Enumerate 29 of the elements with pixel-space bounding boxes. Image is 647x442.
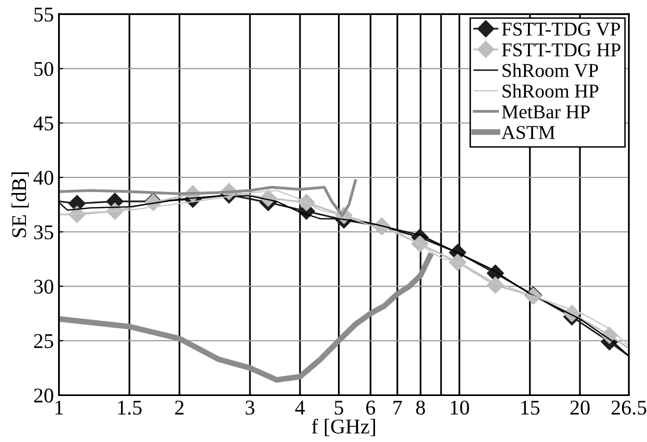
x-tick-label: 15 bbox=[521, 400, 540, 415]
y-tick-label: 35 bbox=[34, 225, 54, 240]
y-tick-label: 45 bbox=[34, 116, 54, 130]
y-axis-title: SE [dB] bbox=[12, 172, 29, 238]
x-tick-label: 1.5 bbox=[118, 400, 142, 415]
x-tick-label: 4 bbox=[295, 400, 305, 414]
x-tick-label: 1 bbox=[56, 400, 63, 414]
y-tick-label: 20 bbox=[34, 388, 54, 403]
y-tick-label: 25 bbox=[34, 334, 54, 348]
x-tick-label: 6 bbox=[366, 400, 376, 415]
legend-label: ShRoom HP bbox=[502, 84, 598, 98]
legend-label: FSTT-TDG HP bbox=[502, 43, 620, 56]
x-tick-label: 2 bbox=[175, 400, 184, 414]
y-tick-label: 40 bbox=[34, 170, 54, 185]
x-tick-label: 26.5 bbox=[612, 400, 646, 415]
x-tick-label: 5 bbox=[334, 400, 344, 415]
y-tick-label: 55 bbox=[34, 8, 54, 22]
x-tick-label: 20 bbox=[570, 400, 590, 415]
x-tick-label: 3 bbox=[246, 400, 254, 415]
legend-label: FSTT-TDG VP bbox=[502, 22, 620, 36]
y-tick-label: 50 bbox=[34, 62, 54, 76]
y-tick-label: 30 bbox=[34, 280, 54, 294]
x-tick-label: 10 bbox=[450, 400, 469, 415]
legend-label: MetBar HP bbox=[502, 105, 590, 118]
x-tick-label: 8 bbox=[416, 400, 425, 415]
legend-label: ShRoom VP bbox=[502, 63, 598, 78]
legend-label: ASTM bbox=[502, 126, 555, 140]
x-axis-title: f [GHz] bbox=[312, 418, 376, 436]
x-tick-label: 7 bbox=[394, 400, 402, 414]
